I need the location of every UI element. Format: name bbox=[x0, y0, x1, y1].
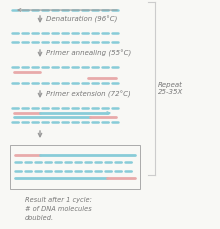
Text: Repeat
25-35X: Repeat 25-35X bbox=[158, 82, 183, 95]
Text: Result after 1 cycle:
# of DNA molecules
doubled.: Result after 1 cycle: # of DNA molecules… bbox=[25, 197, 92, 221]
Text: Primer extension (72°C): Primer extension (72°C) bbox=[46, 91, 131, 98]
Bar bbox=[10, 145, 140, 189]
Text: Primer annealing (55°C): Primer annealing (55°C) bbox=[46, 50, 131, 57]
Text: Denaturation (96°C): Denaturation (96°C) bbox=[46, 16, 117, 23]
